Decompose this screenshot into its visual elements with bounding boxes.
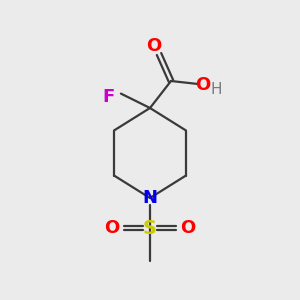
Text: N: N bbox=[142, 189, 158, 207]
Text: F: F bbox=[102, 88, 114, 106]
Text: O: O bbox=[104, 219, 119, 237]
Text: H: H bbox=[210, 82, 222, 98]
Text: O: O bbox=[196, 76, 211, 94]
Text: O: O bbox=[181, 219, 196, 237]
Text: O: O bbox=[146, 37, 161, 55]
Text: S: S bbox=[143, 218, 157, 238]
